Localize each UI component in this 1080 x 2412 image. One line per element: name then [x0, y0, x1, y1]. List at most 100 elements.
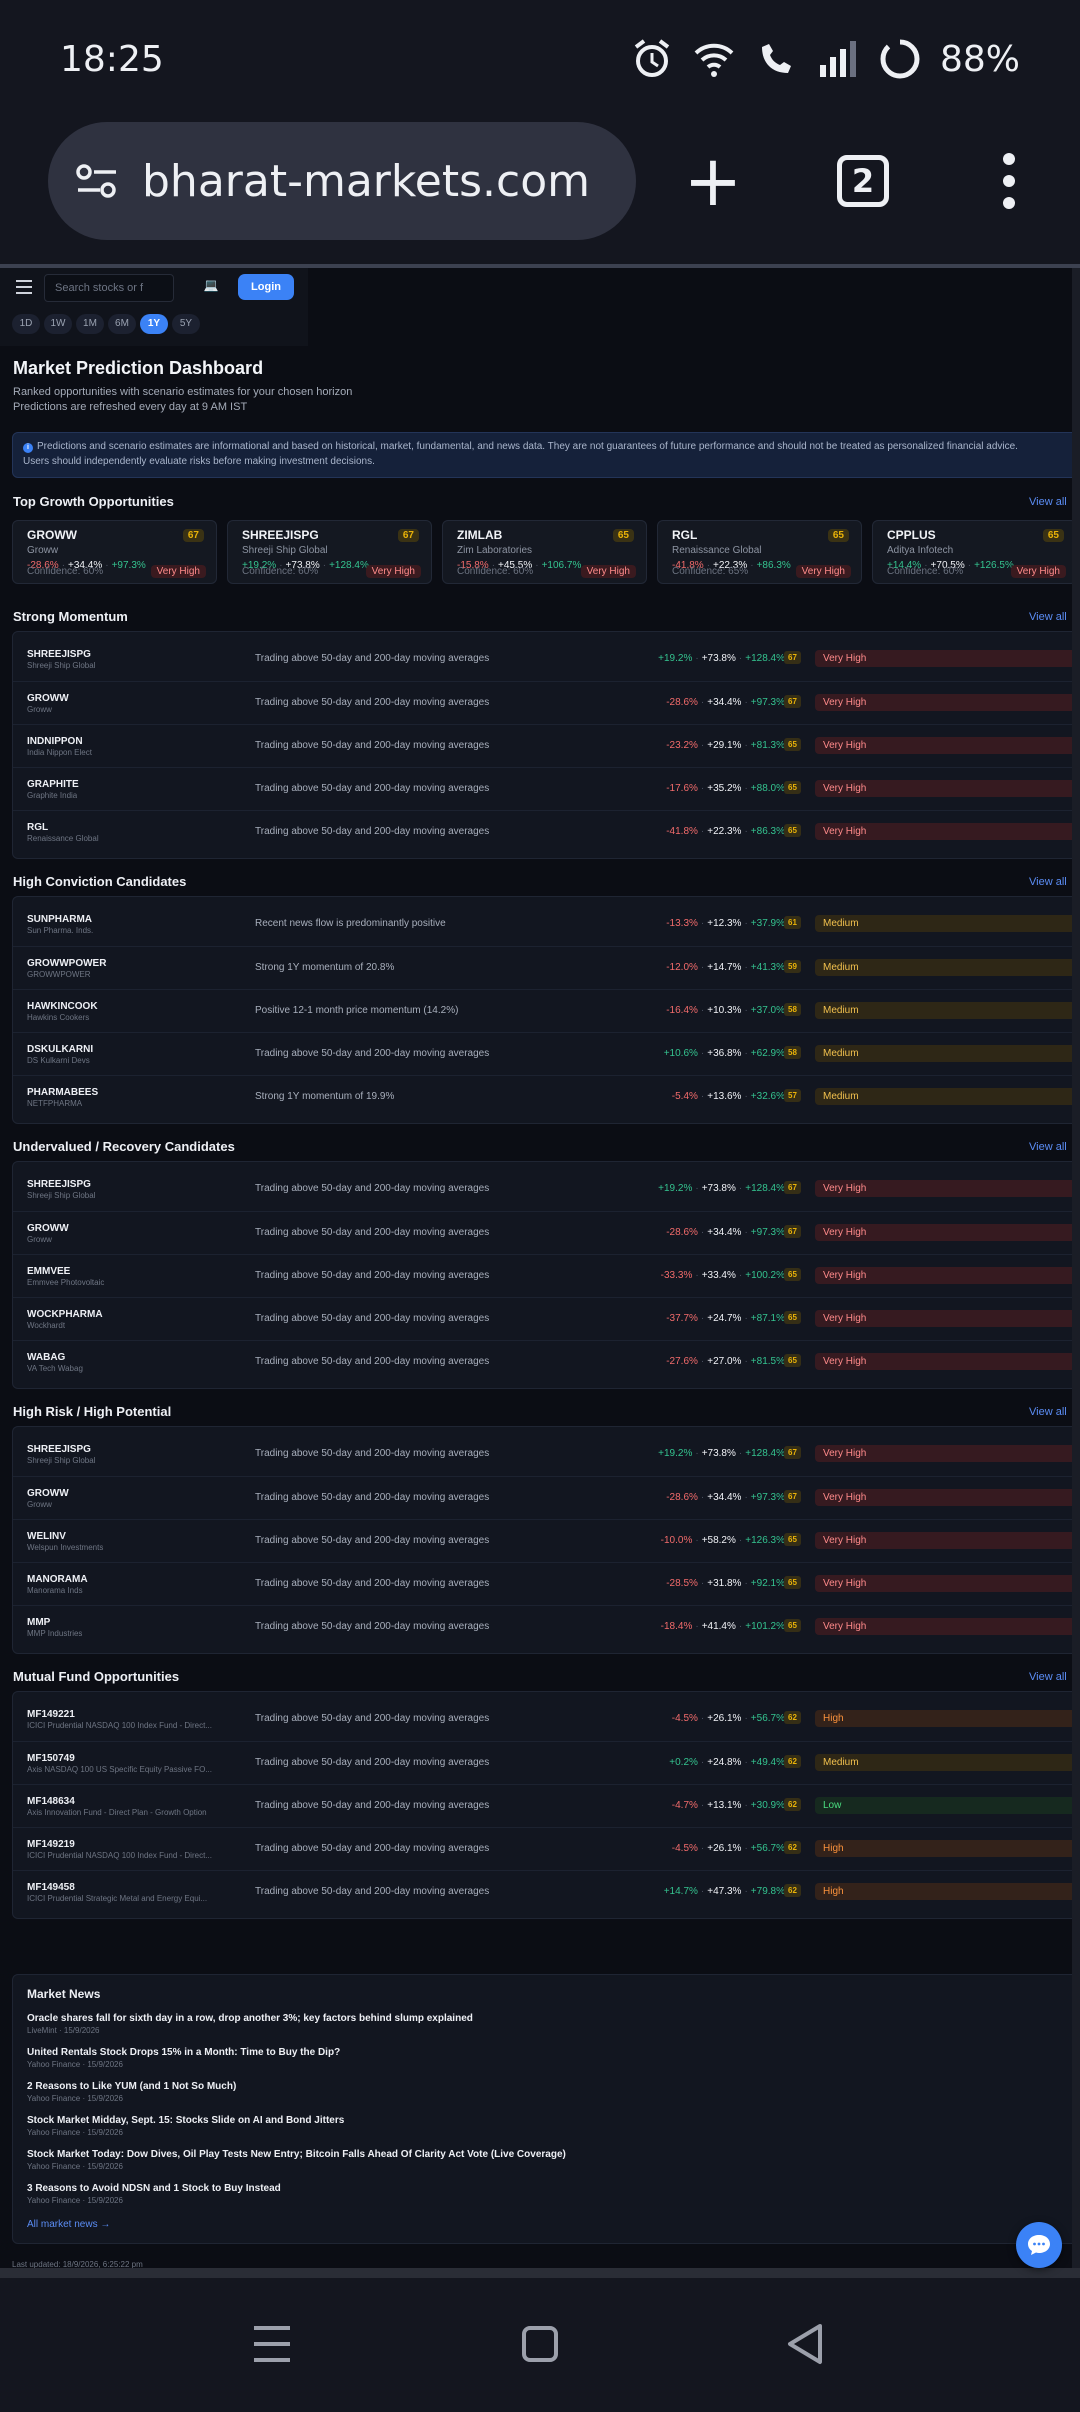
horizon-chip-5y[interactable]: 5Y — [172, 314, 200, 334]
risk-badge: Very High — [815, 694, 1079, 711]
news-headline[interactable]: Stock Market Midday, Sept. 15: Stocks Sl… — [27, 2115, 345, 2126]
news-headline[interactable]: Stock Market Today: Dow Dives, Oil Play … — [27, 2149, 566, 2160]
device-icon[interactable]: 💻 — [203, 278, 219, 292]
view-all-link[interactable]: View all — [1029, 496, 1067, 508]
row-reason: Strong 1Y momentum of 20.8% — [255, 962, 395, 973]
separator: · — [744, 1800, 748, 1811]
news-item[interactable]: United Rentals Stock Drops 15% in a Mont… — [27, 2047, 1065, 2081]
horizon-chip-1y[interactable]: 1Y — [140, 314, 168, 334]
table-row[interactable]: MANORAMA Manorama Inds Trading above 50-da… — [13, 1562, 1079, 1605]
news-item[interactable]: 2 Reasons to Like YUM (and 1 Not So Much… — [27, 2081, 1065, 2115]
view-all-link[interactable]: View all — [1029, 611, 1067, 623]
opportunity-card[interactable]: SHREEJISPG Shreeji Ship Global 67 +19.2% · +7… — [227, 520, 432, 584]
recents-icon[interactable] — [242, 2314, 302, 2374]
risk-badge: Medium — [815, 1088, 1079, 1105]
view-all-link[interactable]: View all — [1029, 876, 1067, 888]
table-row[interactable]: MMP MMP Industries Trading above 50-day an… — [13, 1605, 1079, 1648]
return-base: +10.3% — [707, 1005, 742, 1016]
table-row[interactable]: GROWWPOWER GROWWPOWER Strong 1Y momentum o… — [13, 946, 1079, 989]
separator: · — [695, 1448, 699, 1459]
separator: · — [738, 1535, 743, 1546]
table-row[interactable]: GRAPHITE Graphite India Trading above 50-d… — [13, 767, 1079, 810]
row-returns: -5.4% · +13.6% · +32.6% — [672, 1091, 785, 1102]
address-bar[interactable]: bharat-markets.com — [48, 122, 636, 240]
row-returns: -18.4% · +41.4% · +101.2% — [661, 1621, 785, 1632]
news-item[interactable]: Stock Market Midday, Sept. 15: Stocks Sl… — [27, 2115, 1065, 2149]
table-row[interactable]: MF150749 Axis NASDAQ 100 US Specific Equi… — [13, 1741, 1079, 1784]
disclaimer-banner: i Predictions and scenario estimates are … — [12, 432, 1080, 478]
row-symbol: HAWKINCOOK — [27, 1001, 98, 1012]
home-icon[interactable] — [510, 2314, 570, 2374]
news-item[interactable]: Stock Market Today: Dow Dives, Oil Play … — [27, 2149, 1065, 2183]
row-symbol: MMP — [27, 1617, 51, 1628]
opportunity-card[interactable]: ZIMLAB Zim Laboratories 65 -15.8% · +45.5% · +1… — [442, 520, 647, 584]
chat-button[interactable] — [1016, 2222, 1062, 2268]
news-item[interactable]: Oracle shares fall for sixth day in a ro… — [27, 2013, 1065, 2047]
horizon-chip-1w[interactable]: 1W — [44, 314, 72, 334]
score-badge: 65 — [784, 1354, 801, 1367]
back-icon[interactable] — [776, 2314, 836, 2374]
news-headline[interactable]: Oracle shares fall for sixth day in a ro… — [27, 2013, 473, 2024]
news-meta: Yahoo Finance · 15/9/2026 — [27, 2162, 123, 2171]
table-row[interactable]: GROWW Groww Trading above 50-day and 200-d… — [13, 1211, 1079, 1254]
browser-menu-button[interactable] — [974, 146, 1044, 216]
return-bull: +87.1% — [750, 1313, 785, 1324]
row-company-name: India Nippon Elect — [27, 748, 92, 757]
view-all-link[interactable]: View all — [1029, 1141, 1067, 1153]
separator: · — [700, 1757, 705, 1768]
view-all-link[interactable]: View all — [1029, 1671, 1067, 1683]
table-row[interactable]: SHREEJISPG Shreeji Ship Global Trading abo… — [13, 638, 1079, 681]
return-bear: -28.5% — [666, 1578, 698, 1589]
news-item[interactable]: 3 Reasons to Avoid NDSN and 1 Stock to B… — [27, 2183, 1065, 2217]
table-row[interactable]: WELINV Welspun Investments Trading above 5… — [13, 1519, 1079, 1562]
row-symbol: WABAG — [27, 1352, 66, 1363]
table-row[interactable]: INDNIPPON India Nippon Elect Trading above… — [13, 724, 1079, 767]
score-badge: 65 — [784, 781, 801, 794]
opportunity-card[interactable]: CPPLUS Aditya Infotech 65 +14.4% · +70.5% · +12… — [872, 520, 1077, 584]
table-row[interactable]: RGL Renaissance Global Trading above 50-da… — [13, 810, 1079, 853]
table-row[interactable]: MF148634 Axis Innovation Fund - Direct Pl… — [13, 1784, 1079, 1827]
news-headline[interactable]: 2 Reasons to Like YUM (and 1 Not So Much… — [27, 2081, 237, 2092]
table-row[interactable]: EMMVEE Emmvee Photovoltaic Trading above 5… — [13, 1254, 1079, 1297]
all-news-link[interactable]: All market news → — [27, 2219, 111, 2230]
separator: · — [700, 783, 705, 794]
tab-switcher-button[interactable]: 2 — [828, 146, 898, 216]
table-row[interactable]: WOCKPHARMA Wockhardt Trading above 50-day … — [13, 1297, 1079, 1340]
table-row[interactable]: SHREEJISPG Shreeji Ship Global Trading abo… — [13, 1433, 1079, 1476]
table-row[interactable]: DSKULKARNI DS Kulkarni Devs Trading above … — [13, 1032, 1079, 1075]
table-row[interactable]: SHREEJISPG Shreeji Ship Global Trading abo… — [13, 1168, 1079, 1211]
news-headline[interactable]: 3 Reasons to Avoid NDSN and 1 Stock to B… — [27, 2183, 281, 2194]
news-meta: Yahoo Finance · 15/9/2026 — [27, 2060, 123, 2069]
table-row[interactable]: WABAG VA Tech Wabag Trading above 50-day a… — [13, 1340, 1079, 1383]
search-input[interactable]: Search stocks or f — [44, 274, 174, 302]
row-reason: Trading above 50-day and 200-day moving … — [255, 1800, 490, 1811]
table-row[interactable]: PHARMABEES NETFPHARMA Strong 1Y momentum o… — [13, 1075, 1079, 1118]
site-settings-icon[interactable] — [74, 158, 120, 204]
menu-icon[interactable] — [16, 280, 32, 296]
news-headline[interactable]: United Rentals Stock Drops 15% in a Mont… — [27, 2047, 341, 2058]
opportunity-card[interactable]: GROWW Groww 67 -28.6% · +34.4% · +97.3% Confiden… — [12, 520, 217, 584]
table-row[interactable]: MF149458 ICICI Prudential Strategic Metal… — [13, 1870, 1079, 1913]
login-button[interactable]: Login — [238, 274, 294, 300]
return-bull: +97.3% — [111, 560, 146, 571]
card-symbol: ZIMLAB — [457, 528, 503, 542]
view-all-link[interactable]: View all — [1029, 1406, 1067, 1418]
table-row[interactable]: GROWW Groww Trading above 50-day and 200-d… — [13, 681, 1079, 724]
table-row[interactable]: GROWW Groww Trading above 50-day and 200-d… — [13, 1476, 1079, 1519]
horizon-chip-1m[interactable]: 1M — [76, 314, 104, 334]
section-table: SHREEJISPG Shreeji Ship Global Trading abo… — [12, 1161, 1080, 1389]
table-row[interactable]: SUNPHARMA Sun Pharma. Inds. Recent news fl… — [13, 903, 1079, 946]
table-row[interactable]: MF149221 ICICI Prudential NASDAQ 100 Inde… — [13, 1698, 1079, 1741]
separator: · — [700, 1578, 705, 1589]
table-row[interactable]: HAWKINCOOK Hawkins Cookers Positive 12-1 m… — [13, 989, 1079, 1032]
section-table: MF149221 ICICI Prudential NASDAQ 100 Inde… — [12, 1691, 1080, 1919]
row-returns: +0.2% · +24.8% · +49.4% — [669, 1757, 785, 1768]
return-base: +35.2% — [707, 783, 742, 794]
new-tab-button[interactable]: + — [683, 140, 743, 222]
horizon-chip-1d[interactable]: 1D — [12, 314, 40, 334]
table-row[interactable]: MF149219 ICICI Prudential NASDAQ 100 Inde… — [13, 1827, 1079, 1870]
horizon-chip-6m[interactable]: 6M — [108, 314, 136, 334]
opportunity-card[interactable]: RGL Renaissance Global 65 -41.8% · +22.3% · +86… — [657, 520, 862, 584]
page-scrollbar[interactable] — [1072, 268, 1080, 2278]
return-bear: -4.5% — [671, 1843, 698, 1854]
